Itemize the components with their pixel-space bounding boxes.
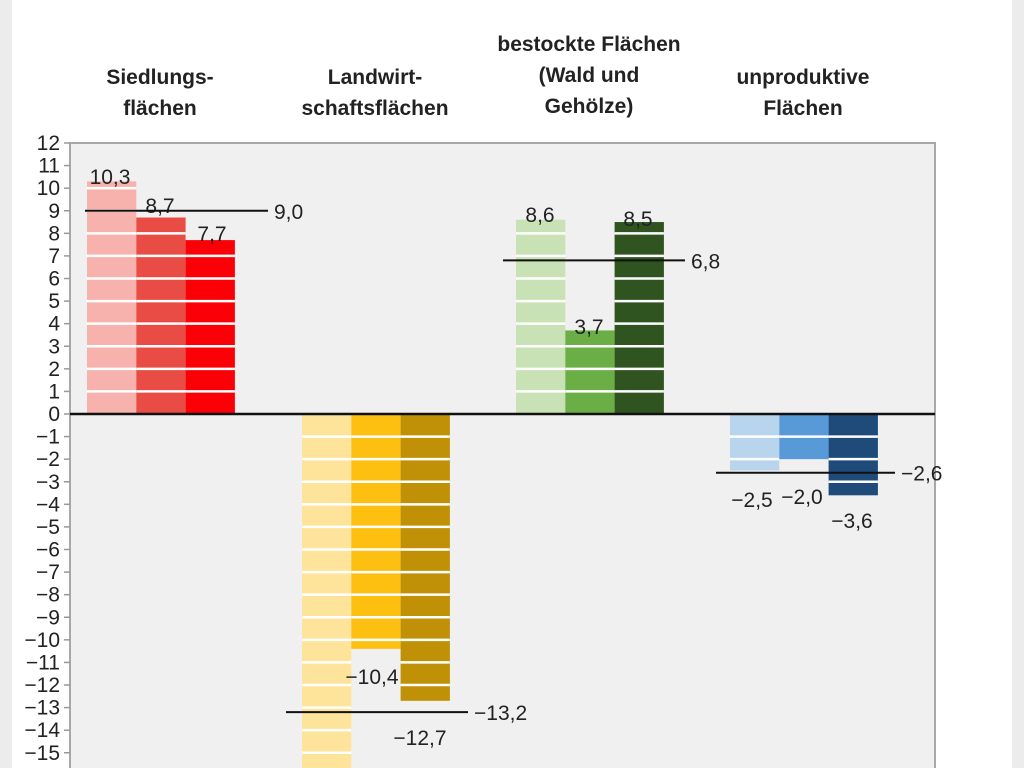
data-label: 10,3 — [90, 166, 131, 189]
bar — [302, 414, 352, 768]
reference-label: −13,2 — [474, 702, 527, 725]
y-tick-label: 3 — [48, 335, 60, 358]
y-tick-label: 8 — [48, 222, 60, 245]
y-tick-label: 6 — [48, 268, 60, 291]
bar — [185, 240, 235, 414]
data-label: 8,6 — [525, 204, 554, 227]
data-label: −2,5 — [731, 489, 772, 512]
reference-label: 9,0 — [274, 201, 303, 224]
category-label-bestockt: bestockte Flächen (Wald und Gehölze) — [479, 29, 699, 122]
data-label: −3,6 — [831, 510, 872, 533]
y-tick-label: −5 — [36, 516, 60, 539]
category-label-unproduktiv: unproduktive Flächen — [693, 62, 913, 124]
data-label: 7,7 — [197, 223, 226, 246]
y-tick-label: 4 — [48, 313, 60, 336]
bar — [400, 414, 450, 701]
y-tick-label: −15 — [24, 742, 60, 765]
bar — [565, 330, 615, 414]
y-tick-label: 10 — [37, 177, 60, 200]
y-tick-label: 2 — [48, 358, 60, 381]
y-tick-label: −11 — [26, 651, 60, 674]
data-label: −2,0 — [781, 486, 822, 509]
data-label: 3,7 — [574, 316, 603, 339]
bar — [351, 414, 401, 649]
data-label: −12,7 — [393, 727, 446, 750]
y-tick-label: −16 — [24, 764, 60, 768]
y-tick-label: −9 — [36, 606, 60, 629]
y-tick-label: −14 — [24, 719, 60, 742]
y-tick-label: −3 — [36, 471, 60, 494]
bar — [516, 219, 566, 414]
bar — [730, 414, 780, 471]
y-tick-label: −2 — [36, 448, 60, 471]
y-tick-label: −8 — [36, 584, 60, 607]
bar — [87, 181, 137, 414]
y-tick-label: 9 — [48, 200, 60, 223]
right-margin — [1012, 0, 1024, 768]
reference-label: 6,8 — [691, 250, 720, 273]
y-tick-label: 1 — [48, 380, 60, 403]
category-text: Siedlungs- flächen — [106, 66, 214, 120]
category-text: unproduktive Flächen — [736, 66, 870, 120]
y-tick-label: 5 — [48, 290, 60, 313]
bar — [614, 222, 664, 414]
y-tick-label: 12 — [37, 132, 60, 155]
data-label: −10,4 — [345, 666, 398, 689]
category-label-landwirtschaft: Landwirt- schaftsflächen — [265, 62, 485, 124]
y-tick-label: −6 — [36, 539, 60, 562]
y-tick-label: −13 — [24, 697, 60, 720]
category-label-siedlung: Siedlungs- flächen — [50, 62, 270, 124]
bar — [828, 414, 878, 496]
category-text: bestockte Flächen (Wald und Gehölze) — [497, 33, 681, 118]
data-label: 8,7 — [145, 195, 174, 218]
y-tick-label: −1 — [36, 426, 60, 449]
y-tick-label: −12 — [24, 674, 60, 697]
y-tick-label: 11 — [38, 155, 60, 178]
left-margin — [0, 0, 12, 768]
y-tick-label: 0 — [48, 403, 60, 426]
y-tick-label: −4 — [36, 493, 60, 516]
y-tick-label: −7 — [36, 561, 60, 584]
y-tick-label: 7 — [48, 245, 60, 268]
data-label: 8,5 — [623, 208, 652, 231]
bar — [136, 217, 186, 414]
reference-label: −2,6 — [901, 463, 942, 486]
category-text: Landwirt- schaftsflächen — [301, 66, 449, 120]
y-tick-label: −10 — [24, 629, 60, 652]
